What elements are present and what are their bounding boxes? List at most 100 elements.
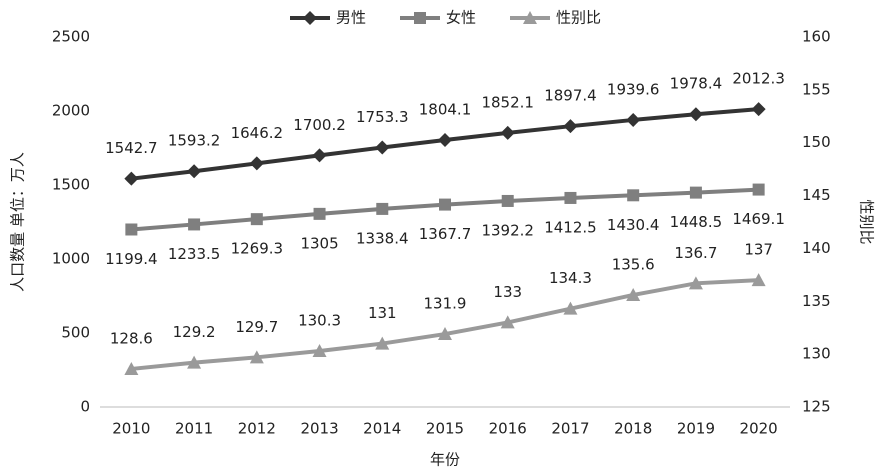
y-tick-label: 1500 bbox=[52, 176, 90, 194]
data-point bbox=[439, 198, 451, 211]
data-label: 1469.1 bbox=[732, 210, 785, 228]
data-point bbox=[249, 156, 264, 171]
data-label: 1430.4 bbox=[607, 216, 660, 234]
data-label: 1305 bbox=[300, 234, 338, 252]
data-label: 1978.4 bbox=[670, 75, 723, 93]
data-point bbox=[375, 336, 390, 350]
data-label: 1593.2 bbox=[168, 132, 221, 150]
data-point bbox=[626, 287, 641, 301]
data-label: 1367.7 bbox=[419, 225, 472, 243]
data-label: 1448.5 bbox=[670, 213, 723, 231]
data-point bbox=[752, 183, 765, 196]
x-tick-label: 2017 bbox=[551, 420, 589, 438]
data-label: 1804.1 bbox=[419, 100, 472, 118]
data-point bbox=[187, 355, 202, 369]
data-point bbox=[438, 327, 452, 341]
data-label: 129.7 bbox=[235, 318, 278, 336]
x-axis-title: 年份 bbox=[430, 451, 460, 469]
y2-tick-label: 160 bbox=[802, 28, 831, 46]
y-tick-label: 500 bbox=[61, 324, 90, 342]
x-tick-label: 2016 bbox=[489, 420, 527, 438]
data-point bbox=[500, 315, 515, 329]
data-label: 136.7 bbox=[674, 244, 717, 262]
data-label: 1646.2 bbox=[231, 124, 284, 142]
data-point bbox=[124, 361, 139, 375]
data-point bbox=[438, 132, 452, 147]
y-tick-label: 2000 bbox=[52, 102, 90, 120]
data-label: 1700.2 bbox=[293, 116, 346, 134]
data-point bbox=[187, 164, 202, 179]
data-label: 1939.6 bbox=[607, 80, 660, 98]
data-point bbox=[626, 112, 641, 127]
x-tick-label: 2019 bbox=[677, 420, 715, 438]
data-point bbox=[751, 273, 766, 287]
data-point bbox=[125, 223, 138, 236]
data-label: 1753.3 bbox=[356, 108, 409, 126]
data-point bbox=[188, 218, 201, 231]
y2-tick-label: 130 bbox=[802, 345, 831, 363]
y-axis-title: 人口数量 单位：万人 bbox=[9, 152, 27, 292]
data-label: 1269.3 bbox=[231, 240, 284, 258]
x-tick-label: 2014 bbox=[363, 420, 401, 438]
data-point bbox=[627, 189, 640, 202]
y-tick-label: 0 bbox=[80, 398, 90, 416]
legend-marker bbox=[523, 11, 537, 24]
x-tick-label: 2012 bbox=[238, 420, 276, 438]
x-tick-label: 2013 bbox=[300, 420, 338, 438]
y2-tick-label: 135 bbox=[802, 292, 831, 310]
data-label: 131.9 bbox=[424, 295, 467, 313]
y2-tick-label: 150 bbox=[802, 133, 831, 151]
y2-tick-label: 155 bbox=[802, 80, 831, 98]
series-line bbox=[131, 278, 759, 371]
y-tick-label: 2500 bbox=[52, 28, 90, 46]
y2-tick-label: 140 bbox=[802, 239, 831, 257]
data-label: 131 bbox=[368, 304, 397, 322]
data-point bbox=[313, 207, 326, 220]
legend-label: 女性 bbox=[446, 9, 476, 27]
x-tick-label: 2020 bbox=[740, 420, 778, 438]
data-label: 1542.7 bbox=[105, 139, 158, 157]
data-label: 130.3 bbox=[298, 311, 341, 329]
legend-marker bbox=[303, 11, 317, 25]
data-label: 1897.4 bbox=[544, 87, 597, 105]
x-tick-label: 2010 bbox=[112, 420, 150, 438]
y2-tick-label: 125 bbox=[802, 398, 831, 416]
data-point bbox=[249, 350, 264, 364]
legend-label: 男性 bbox=[336, 9, 366, 27]
data-label: 137 bbox=[744, 241, 773, 259]
data-label: 128.6 bbox=[110, 329, 153, 347]
data-label: 1199.4 bbox=[105, 250, 158, 268]
data-point bbox=[689, 186, 702, 199]
data-label: 129.2 bbox=[173, 323, 216, 341]
data-label: 135.6 bbox=[612, 255, 655, 273]
data-point bbox=[500, 125, 515, 140]
data-point bbox=[376, 202, 389, 215]
data-point bbox=[563, 119, 578, 134]
data-point bbox=[312, 343, 327, 357]
data-point bbox=[563, 301, 578, 315]
data-point bbox=[688, 107, 703, 122]
data-point bbox=[312, 148, 327, 163]
y-tick-label: 1000 bbox=[52, 250, 90, 268]
data-point bbox=[375, 140, 390, 155]
data-label: 1852.1 bbox=[481, 93, 534, 111]
data-point bbox=[751, 102, 766, 117]
data-point bbox=[564, 191, 577, 204]
data-label: 2012.3 bbox=[732, 70, 785, 88]
y2-tick-label: 145 bbox=[802, 186, 831, 204]
x-tick-label: 2011 bbox=[175, 420, 213, 438]
legend-marker bbox=[414, 12, 426, 24]
data-label: 1412.5 bbox=[544, 218, 597, 236]
data-point bbox=[124, 171, 139, 186]
data-point bbox=[501, 194, 514, 207]
data-label: 1233.5 bbox=[168, 245, 221, 263]
y2-axis-title: 性别比 bbox=[858, 199, 876, 244]
data-label: 1392.2 bbox=[481, 221, 534, 239]
data-label: 134.3 bbox=[549, 269, 592, 287]
data-point bbox=[250, 213, 263, 226]
data-label: 1338.4 bbox=[356, 229, 409, 247]
data-point bbox=[688, 276, 703, 290]
x-tick-label: 2015 bbox=[426, 420, 464, 438]
data-label: 133 bbox=[493, 283, 522, 301]
legend-label: 性别比 bbox=[556, 9, 601, 27]
